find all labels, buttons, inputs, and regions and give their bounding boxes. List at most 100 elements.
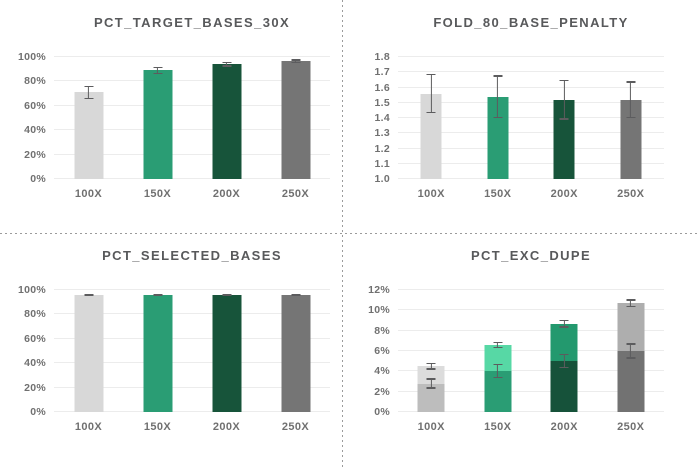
bar-200x-overlap xyxy=(550,361,578,412)
y-tick-label: 4% xyxy=(374,365,390,378)
bar-100x-mean xyxy=(420,93,442,179)
error-bar-100x-mean xyxy=(84,293,93,297)
error-bar-cap-bottom xyxy=(222,294,231,296)
chart-pct-target-bases-30x: PCT_TARGET_BASES_30X 0% 20% 40% 60% 80% 100% … xyxy=(0,0,342,233)
bar-columns xyxy=(54,290,330,412)
x-tick-label: 150X xyxy=(484,421,512,433)
error-bar-stem xyxy=(430,362,432,370)
gridline xyxy=(54,289,330,290)
error-bar-100x-mean xyxy=(84,85,93,100)
bar-150x-mean xyxy=(143,294,172,412)
error-bar-250x-mean xyxy=(626,81,636,118)
gridline xyxy=(398,390,664,392)
y-tick-label: 40% xyxy=(24,124,46,137)
x-tick-label: 150X xyxy=(484,188,512,200)
y-tick-label: 1.4 xyxy=(374,112,390,124)
y-tick-label: 60% xyxy=(24,332,46,345)
gridline xyxy=(54,178,330,179)
y-tick-label: 20% xyxy=(24,381,46,394)
error-bar-100x-overlap xyxy=(426,378,436,389)
error-bar-stem xyxy=(497,341,499,349)
chart-pct-exc-dupe: PCT_EXC_DUPE 0% 2% 4% 6% 8% 10% 12% 100X 150X 20… xyxy=(342,233,700,470)
error-bar-200x-overlap xyxy=(559,354,569,369)
y-tick-label: 10% xyxy=(368,304,390,317)
y-tick-label: 100% xyxy=(17,284,46,296)
y-tick-label: 60% xyxy=(24,99,46,112)
bar-250x-mean xyxy=(281,61,310,179)
error-bar-stem xyxy=(563,354,565,369)
chart-body: 0% 20% 40% 60% 80% 100% 100X 150X 200X 250X xyxy=(10,51,330,200)
bar-column-250x xyxy=(261,290,330,412)
x-tick-label: 250X xyxy=(281,421,310,433)
gridline xyxy=(54,362,330,364)
y-tick-label: 1.6 xyxy=(374,81,390,94)
y-tick-label: 0% xyxy=(30,406,46,418)
plot-area xyxy=(398,289,665,412)
error-bar-250x-total xyxy=(626,299,636,308)
y-tick-label: 1.7 xyxy=(374,66,390,79)
y-tick-label: 1.5 xyxy=(374,96,390,109)
x-tick-label: 100X xyxy=(74,188,103,200)
gridline xyxy=(54,104,330,106)
gridline xyxy=(398,162,664,164)
plot-area xyxy=(398,56,665,179)
chart-title: PCT_EXC_DUPE xyxy=(470,248,592,263)
bar-column-250x xyxy=(598,290,665,412)
y-tick-label: 40% xyxy=(24,357,46,370)
bar-column-150x xyxy=(465,57,532,179)
gridline xyxy=(54,153,330,155)
error-bar-100x-mean xyxy=(426,73,436,114)
error-bar-200x-mean xyxy=(222,61,231,67)
error-bar-stem xyxy=(497,75,499,118)
x-tick-label: 200X xyxy=(212,188,241,200)
horizontal-divider xyxy=(0,233,700,234)
error-bar-250x-mean xyxy=(291,59,300,64)
error-bar-stem xyxy=(430,378,432,389)
bar-column-250x xyxy=(261,57,330,179)
error-bar-stem xyxy=(156,66,159,75)
bar-column-100x xyxy=(54,57,123,179)
error-bar-stem xyxy=(430,73,432,114)
chart-pct-selected-bases: PCT_SELECTED_BASES 0% 20% 40% 60% 80% 100% 10… xyxy=(0,233,342,470)
plot-column: 100X 150X 200X 250X xyxy=(54,289,330,433)
x-tick-label: 200X xyxy=(212,421,241,433)
bar-column-100x xyxy=(398,290,465,412)
y-tick-label: 0% xyxy=(374,406,390,418)
gridline xyxy=(398,329,664,331)
y-tick-label: 12% xyxy=(368,284,390,296)
x-tick-label: 200X xyxy=(550,421,578,433)
x-axis-labels: 100X 150X 200X 250X xyxy=(398,188,664,200)
y-axis: 0% 20% 40% 60% 80% 100% xyxy=(10,51,54,185)
y-tick-label: 1.8 xyxy=(374,51,390,63)
error-bar-200x-total xyxy=(559,319,569,328)
gridline xyxy=(398,289,664,290)
vertical-divider xyxy=(342,0,343,470)
bar-100x-mean xyxy=(74,92,103,179)
plot-area xyxy=(54,289,330,412)
y-axis: 0% 20% 40% 60% 80% 100% xyxy=(10,284,54,418)
chart-body: 0% 2% 4% 6% 8% 10% 12% 100X 150X 200X 250X xyxy=(354,284,665,433)
error-bar-cap-bottom xyxy=(626,116,636,118)
gridline xyxy=(398,56,664,57)
x-axis-labels: 100X 150X 200X 250X xyxy=(54,421,330,433)
error-bar-100x-total xyxy=(426,362,436,370)
error-bar-stem xyxy=(225,61,228,67)
error-bar-200x-mean xyxy=(222,294,231,296)
error-bar-cap-bottom xyxy=(84,294,93,297)
gridline xyxy=(54,129,330,131)
y-tick-label: 2% xyxy=(374,385,390,398)
gridline xyxy=(398,101,664,103)
gridline xyxy=(398,411,664,412)
error-bar-150x-overlap xyxy=(493,363,503,378)
error-bar-150x-mean xyxy=(493,75,503,118)
y-axis: 1.0 1.1 1.2 1.3 1.4 1.5 1.6 1.7 1.8 xyxy=(354,51,398,185)
bar-column-200x xyxy=(531,57,598,179)
bar-column-250x xyxy=(598,57,665,179)
gridline xyxy=(398,178,664,179)
gridline xyxy=(398,350,664,351)
y-tick-label: 1.1 xyxy=(374,157,390,170)
error-bar-cap-bottom xyxy=(559,366,569,369)
error-bar-cap-bottom xyxy=(291,61,300,64)
y-tick-label: 80% xyxy=(24,75,46,88)
